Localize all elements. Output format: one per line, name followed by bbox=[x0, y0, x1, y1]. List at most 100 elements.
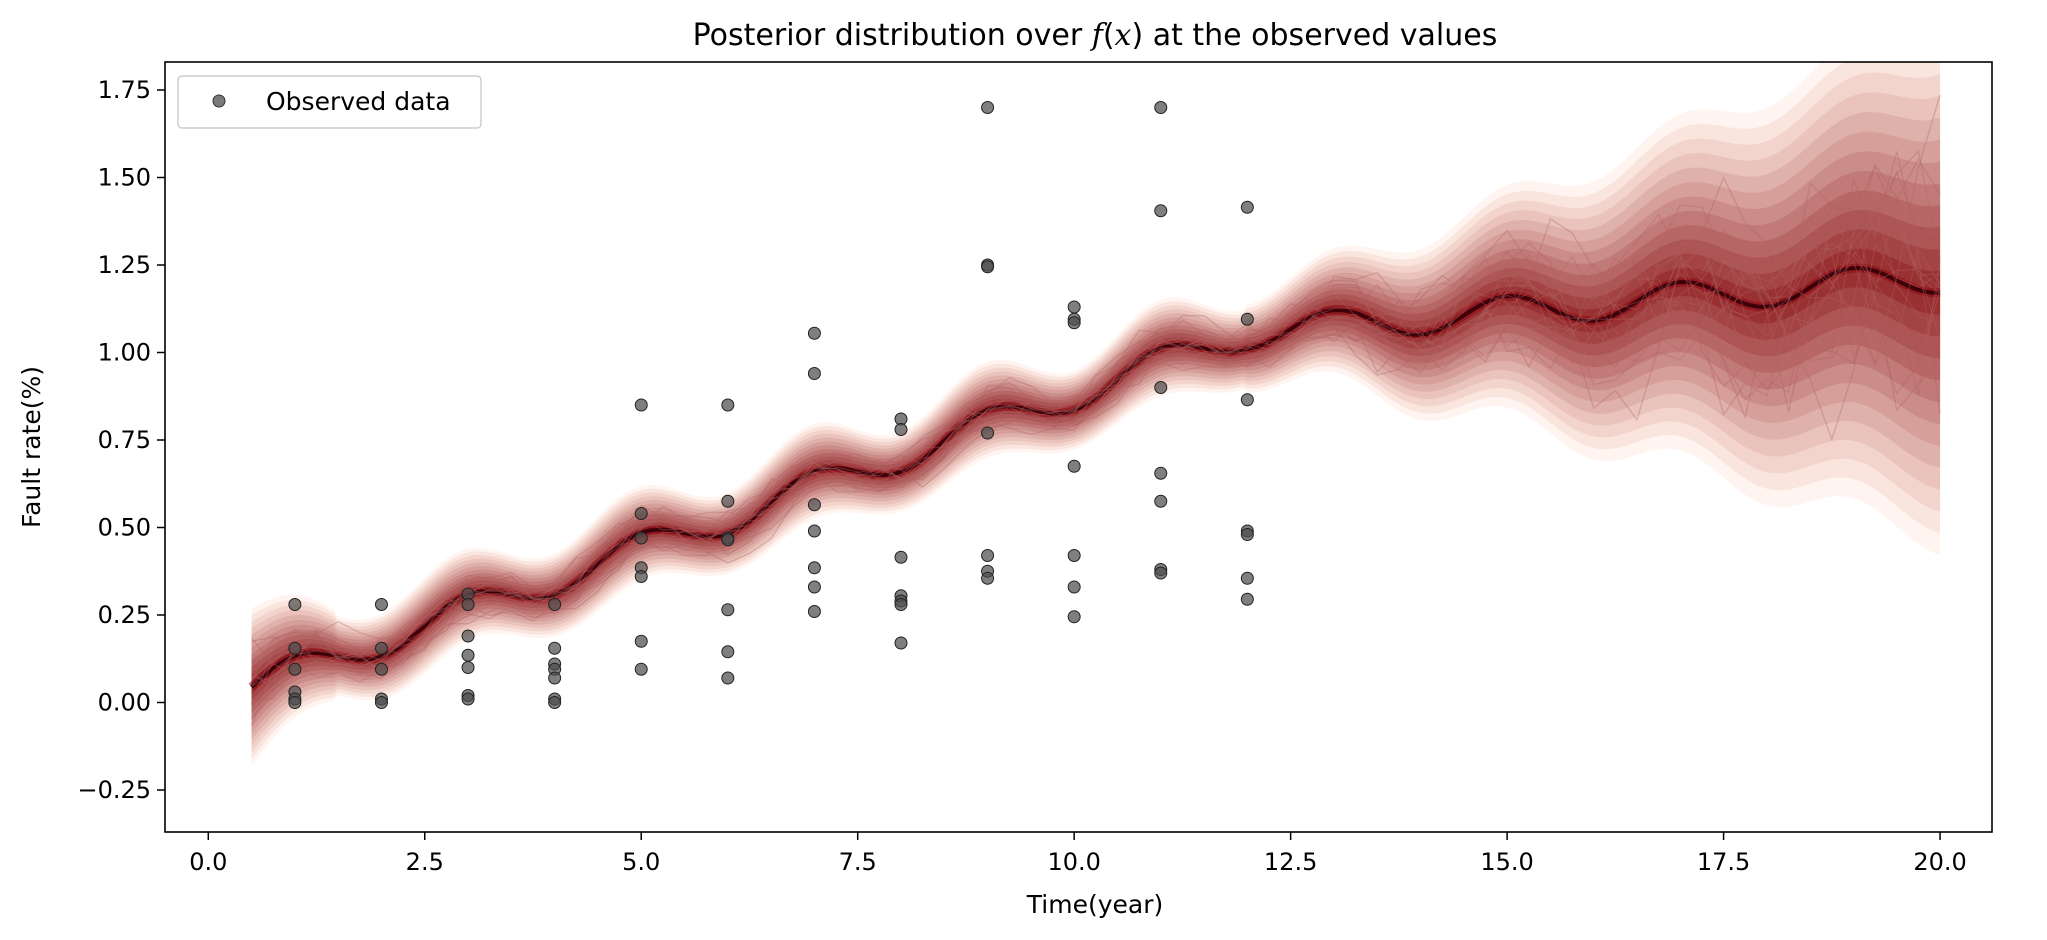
observed-point bbox=[288, 662, 302, 676]
legend: Observed data bbox=[177, 75, 482, 129]
observed-point bbox=[374, 598, 388, 611]
observed-point bbox=[634, 398, 648, 412]
observed-point bbox=[1240, 528, 1254, 541]
observed-point bbox=[721, 671, 735, 685]
posterior-sample-path bbox=[251, 243, 1941, 662]
observed-point bbox=[288, 598, 302, 611]
observed-point bbox=[894, 550, 908, 564]
observed-point bbox=[634, 531, 648, 545]
legend-box bbox=[177, 75, 482, 129]
observed-point bbox=[374, 641, 388, 655]
observed-point bbox=[981, 426, 995, 440]
posterior-samples bbox=[250, 94, 1941, 727]
observed-point bbox=[807, 498, 821, 512]
posterior-band bbox=[251, 229, 1941, 701]
observed-point bbox=[894, 598, 908, 611]
observed-point bbox=[721, 494, 735, 508]
observed-point bbox=[461, 629, 475, 643]
posterior-sample-path bbox=[251, 157, 1941, 710]
posterior-sample-path bbox=[251, 151, 1941, 673]
posterior-sample-path bbox=[251, 181, 1941, 676]
posterior-band bbox=[251, 209, 1941, 707]
x-tick-label: 5.0 bbox=[622, 848, 660, 876]
observed-point bbox=[721, 603, 735, 617]
posterior-sample-path bbox=[251, 169, 1941, 687]
x-tick-label: 20.0 bbox=[1913, 848, 1966, 876]
observed-point bbox=[461, 648, 475, 662]
posterior-sample-path bbox=[251, 215, 1941, 692]
observed-point bbox=[1067, 549, 1081, 562]
x-tick-label: 17.5 bbox=[1697, 848, 1750, 876]
observed-point bbox=[721, 398, 735, 412]
legend-label: Observed data bbox=[266, 87, 451, 116]
observed-point bbox=[1067, 580, 1081, 594]
observed-point bbox=[1154, 381, 1168, 394]
observed-point bbox=[1067, 316, 1081, 330]
posterior-sample-path bbox=[250, 94, 1941, 712]
x-tick-label: 12.5 bbox=[1264, 848, 1317, 876]
legend-marker bbox=[212, 94, 226, 108]
observed-point bbox=[981, 260, 995, 274]
posterior-sample-path bbox=[251, 215, 1941, 668]
x-tick-label: 2.5 bbox=[406, 848, 444, 876]
plot-frame bbox=[164, 61, 1993, 833]
y-tick-label: 1.50 bbox=[98, 164, 151, 192]
posterior-sample-path bbox=[251, 204, 1941, 705]
observed-point bbox=[1154, 466, 1168, 480]
posterior-mean bbox=[250, 265, 1941, 689]
observed-point bbox=[634, 570, 648, 583]
observed-point bbox=[1154, 566, 1168, 580]
posterior-sample-path bbox=[251, 175, 1941, 702]
observed-point bbox=[807, 561, 821, 575]
observed-point bbox=[634, 634, 648, 648]
y-tick-label: 1.75 bbox=[98, 76, 151, 104]
observed-point bbox=[1067, 610, 1081, 624]
y-axis: −0.25 0.00 0.25 0.50 0.75 1.00 1.25 1.50 1.75 bbox=[77, 76, 165, 804]
observed-point bbox=[374, 696, 388, 709]
x-tick-label: 0.0 bbox=[189, 848, 227, 876]
observed-point bbox=[981, 549, 995, 562]
posterior-sample-path bbox=[251, 149, 1941, 680]
observed-point bbox=[548, 696, 562, 709]
observed-point bbox=[721, 533, 735, 547]
observed-point bbox=[1240, 312, 1254, 326]
observed-point bbox=[548, 671, 562, 685]
y-tick-label: 1.00 bbox=[98, 339, 151, 367]
posterior-sample-path bbox=[251, 207, 1941, 687]
observed-point bbox=[807, 605, 821, 618]
observed-point bbox=[1154, 494, 1168, 508]
x-tick-label: 7.5 bbox=[839, 848, 877, 876]
observed-point bbox=[461, 598, 475, 611]
posterior-sample-path bbox=[251, 219, 1941, 663]
observed-point bbox=[894, 636, 908, 650]
posterior-sample-path bbox=[251, 165, 1941, 683]
observed-point bbox=[548, 641, 562, 655]
observed-point bbox=[981, 571, 995, 585]
observed-point bbox=[374, 662, 388, 676]
observed-point bbox=[634, 507, 648, 520]
observed-point bbox=[1240, 393, 1254, 407]
chart-title: Posterior distribution over f(x) at the … bbox=[693, 18, 1498, 53]
observed-point bbox=[807, 524, 821, 538]
x-tick-label: 15.0 bbox=[1480, 848, 1533, 876]
posterior-bands bbox=[248, 62, 1941, 766]
observed-point bbox=[1240, 200, 1254, 214]
observed-point bbox=[981, 101, 995, 114]
posterior-sample-path bbox=[251, 163, 1941, 719]
observed-point bbox=[1154, 101, 1168, 114]
x-axis: 0.0 2.5 5.0 7.5 10.0 12.5 15.0 17.5 20.0 bbox=[189, 832, 1967, 876]
observed-point bbox=[461, 692, 475, 706]
observed-point bbox=[1067, 300, 1081, 314]
observed-point bbox=[461, 661, 475, 674]
x-axis-label: Time(year) bbox=[1026, 890, 1163, 919]
posterior-sample-path bbox=[250, 203, 1941, 704]
observed-point bbox=[634, 662, 648, 676]
observed-point bbox=[1067, 459, 1081, 473]
observed-point bbox=[1240, 592, 1254, 606]
posterior-band bbox=[251, 248, 1941, 694]
observed-point bbox=[288, 696, 302, 709]
posterior-sample-path bbox=[250, 243, 1941, 727]
observed-point bbox=[548, 598, 562, 611]
observed-points bbox=[288, 101, 1254, 709]
